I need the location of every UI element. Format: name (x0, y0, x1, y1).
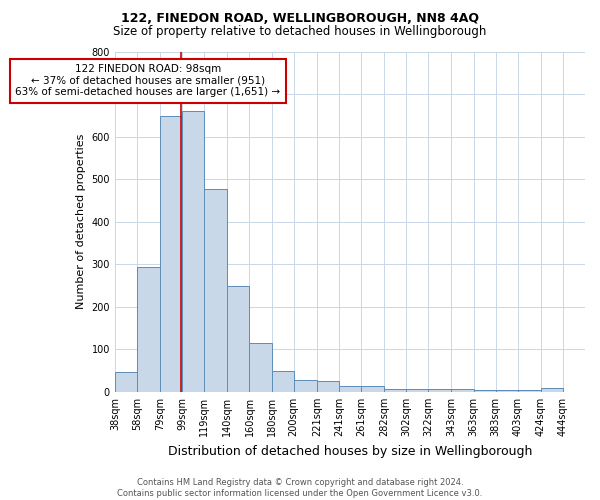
Bar (137, 267, 160, 392)
Y-axis label: Number of detached properties: Number of detached properties (76, 134, 86, 310)
Bar (428, 390, 451, 392)
X-axis label: Distribution of detached houses by size in Wellingborough: Distribution of detached houses by size … (168, 444, 532, 458)
Bar (541, 388, 563, 392)
Bar (204, 189, 227, 392)
Bar (182, 111, 204, 392)
Bar (496, 390, 518, 392)
Bar (473, 390, 496, 392)
Bar (227, 286, 250, 392)
Bar (317, 381, 339, 392)
Bar (250, 343, 272, 392)
Bar (518, 390, 541, 392)
Bar (384, 389, 406, 392)
Bar (160, 116, 182, 392)
Bar (451, 389, 473, 392)
Bar (293, 380, 317, 392)
Bar (361, 386, 384, 392)
Bar (406, 390, 428, 392)
Text: Size of property relative to detached houses in Wellingborough: Size of property relative to detached ho… (113, 25, 487, 38)
Bar (115, 372, 137, 392)
Bar (272, 370, 293, 392)
Text: Contains HM Land Registry data © Crown copyright and database right 2024.
Contai: Contains HM Land Registry data © Crown c… (118, 478, 482, 498)
Text: 122 FINEDON ROAD: 98sqm
← 37% of detached houses are smaller (951)
63% of semi-d: 122 FINEDON ROAD: 98sqm ← 37% of detache… (16, 64, 280, 98)
Text: 122, FINEDON ROAD, WELLINGBOROUGH, NN8 4AQ: 122, FINEDON ROAD, WELLINGBOROUGH, NN8 4… (121, 12, 479, 26)
Bar (339, 386, 361, 392)
